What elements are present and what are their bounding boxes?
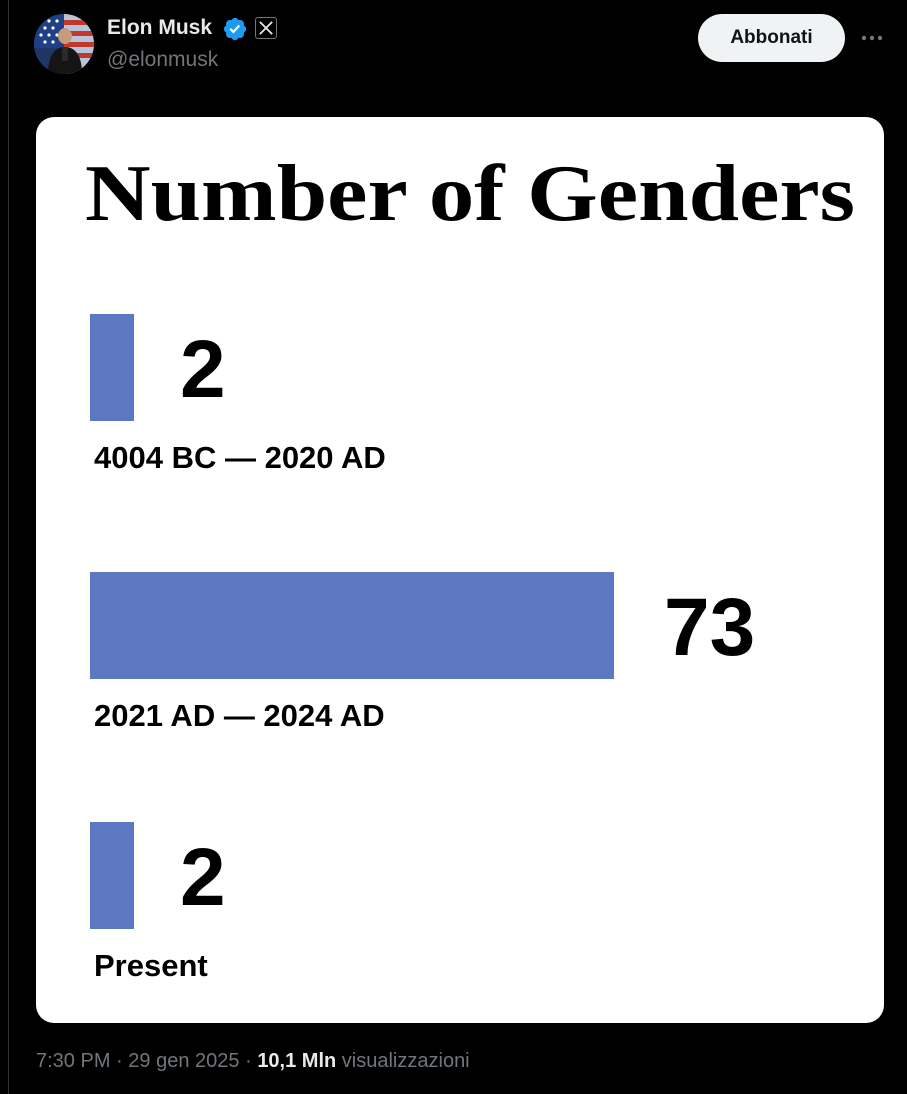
- chart-category-label: 2021 AD — 2024 AD: [94, 698, 385, 733]
- timeline-divider: [8, 0, 9, 1094]
- meta-separator: ·: [116, 1050, 123, 1072]
- chart-bar: [90, 314, 134, 421]
- chart-category-label: Present: [94, 948, 208, 983]
- chart-title: Number of Genders: [85, 150, 855, 238]
- tweet-meta: 7:30 PM · 29 gen 2025 · 10,1 Mln visuali…: [36, 1050, 470, 1073]
- x-badge-icon: [255, 17, 277, 39]
- chart-bar: [90, 572, 614, 679]
- author-handle[interactable]: @elonmusk: [107, 48, 219, 71]
- meta-separator: ·: [245, 1050, 252, 1072]
- author-name[interactable]: Elon Musk: [107, 16, 213, 39]
- tweet-date[interactable]: 29 gen 2025: [128, 1050, 240, 1072]
- chart-bar: [90, 822, 134, 929]
- chart-value-label: 2: [180, 832, 226, 923]
- avatar[interactable]: [34, 14, 94, 74]
- chart-value-label: 2: [180, 324, 226, 415]
- more-icon[interactable]: [858, 24, 886, 52]
- views-count[interactable]: 10,1 Mln: [257, 1050, 337, 1072]
- verified-icon: [223, 17, 247, 41]
- tweet-media-chart[interactable]: Number of Genders 2 4004 BC — 2020 AD 73 20…: [36, 117, 884, 1023]
- chart-category-label: 4004 BC — 2020 AD: [94, 440, 386, 475]
- follow-button[interactable]: Abbonati: [698, 14, 845, 62]
- chart: Number of Genders 2 4004 BC — 2020 AD 73 20…: [85, 150, 855, 983]
- tweet-time[interactable]: 7:30 PM: [36, 1050, 111, 1072]
- chart-value-label: 73: [664, 582, 755, 673]
- views-label: visualizzazioni: [341, 1050, 470, 1072]
